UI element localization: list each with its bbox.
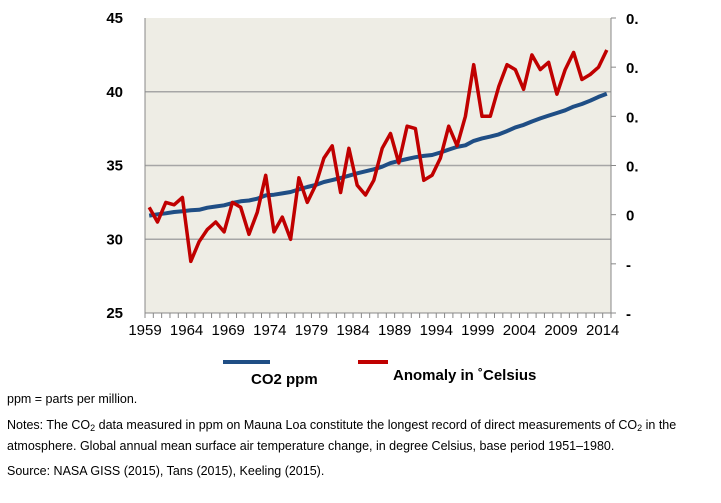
x-tick-label: 1974 — [253, 322, 286, 339]
right-tick-label: 0. — [626, 109, 639, 126]
left-tick-label: 45 — [106, 10, 123, 27]
anomaly-series-line — [147, 49, 609, 264]
x-tick-label: 1969 — [212, 322, 245, 339]
subscript: 2 — [637, 423, 643, 433]
notes-part: data measured in ppm on Mauna Loa consti… — [95, 418, 638, 432]
legend: CO2 ppm Anomaly in ˚Celsius — [223, 360, 536, 388]
x-tick-label: 1959 — [128, 322, 161, 339]
ppm-note: ppm = parts per million. — [7, 392, 138, 406]
notes-part: Notes: The CO — [7, 418, 91, 432]
x-tick-label: 2004 — [503, 322, 536, 339]
left-tick-label: 35 — [106, 158, 123, 175]
left-tick-label: 30 — [106, 231, 123, 248]
legend-label-anomaly: Anomaly in ˚Celsius — [393, 367, 536, 384]
right-tick-label: 0. — [626, 11, 639, 28]
x-tick-label: 2009 — [544, 322, 577, 339]
right-tick-label: 0. — [626, 60, 639, 77]
x-tick-label: 1989 — [378, 322, 411, 339]
x-tick-label: 1994 — [420, 322, 453, 339]
line-chart: 25 30 35 40 45 0. 0. 0. 0. 0 - - 1959 1964 1969 1974 197… — [106, 10, 639, 388]
left-tick-label: 40 — [106, 84, 123, 101]
x-tick-label: 1979 — [295, 322, 328, 339]
source-note: Source: NASA GISS (2015), Tans (2015), K… — [7, 464, 325, 478]
notes-text: Notes: The CO2 data measured in ppm on M… — [7, 416, 717, 455]
x-tick-label: 1964 — [170, 322, 203, 339]
right-tick-label: 0. — [626, 159, 639, 176]
subscript: 2 — [90, 423, 96, 433]
right-tick-label: 0 — [626, 208, 634, 225]
notes-part: in the atmosphere. Global annual mean su… — [7, 418, 677, 453]
x-tick-label: 2014 — [586, 322, 619, 339]
right-tick-label: - — [626, 257, 631, 274]
x-tick-label: 1984 — [336, 322, 369, 339]
right-tick-label: - — [626, 306, 631, 323]
left-tick-label: 25 — [106, 305, 123, 322]
legend-label-co2: CO2 ppm — [251, 371, 318, 388]
x-tick-label: 1999 — [461, 322, 494, 339]
